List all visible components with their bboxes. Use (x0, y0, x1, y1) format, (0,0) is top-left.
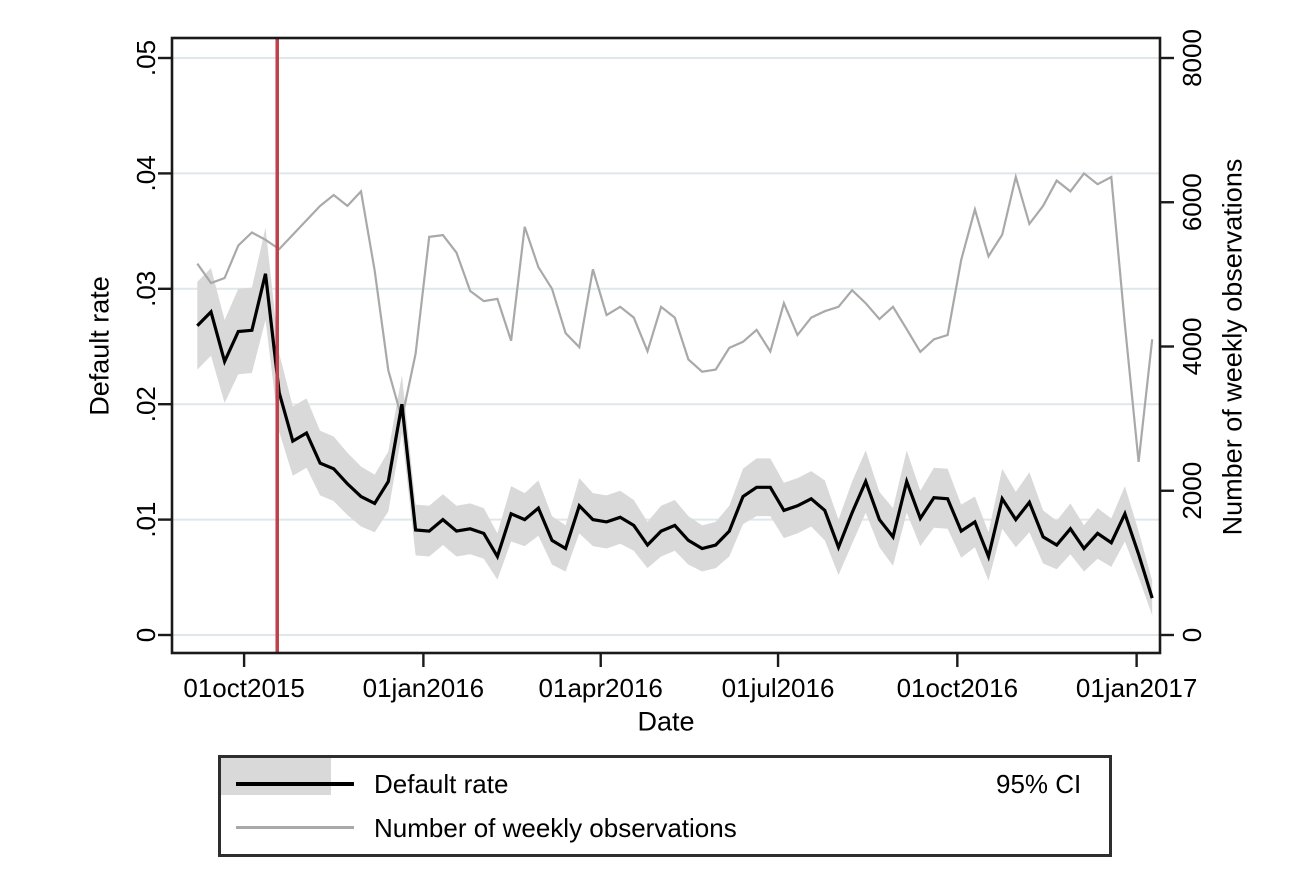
y-right-tick-label: 2000 (1177, 462, 1207, 520)
legend-label-ci: 95% CI (996, 769, 1082, 799)
plot-border (170, 36, 1162, 655)
observations-line (196, 171, 1154, 463)
x-tick-label: 01oct2016 (897, 673, 1018, 703)
default-rate-line (196, 273, 1154, 599)
x-tick-label: 01oct2015 (183, 673, 304, 703)
y-left-tick-label: .04 (131, 155, 161, 191)
legend-label-observations: Number of weekly observations (374, 813, 737, 843)
y-left-axis-title: Default rate (84, 276, 115, 416)
default-rate-line-swatch-icon (236, 782, 354, 786)
ci-band-swatch-icon (221, 758, 331, 795)
ci-band-area (197, 227, 1153, 616)
x-tick-label: 01jul2016 (722, 673, 835, 703)
legend: Default rate 95% CI Number of weekly obs… (218, 755, 1112, 857)
x-axis-title: Date (637, 706, 695, 737)
y-right-tick-label: 0 (1177, 628, 1207, 642)
x-tick-label: 01apr2016 (539, 673, 663, 703)
y-left-tick-label: 0 (131, 628, 161, 642)
y-left-tick-label: .01 (131, 502, 161, 538)
x-tick-label: 01jan2017 (1076, 673, 1197, 703)
y-right-tick-label: 6000 (1177, 173, 1207, 231)
y-right-tick-label: 4000 (1177, 318, 1207, 376)
observations-line-swatch-icon (236, 826, 354, 829)
y-left-tick-label: .02 (131, 386, 161, 422)
y-left-tick-label: .03 (131, 271, 161, 307)
y-right-axis-title: Number of weekly observations (1217, 158, 1248, 536)
x-tick-label: 01jan2016 (363, 673, 484, 703)
y-right-tick-label: 8000 (1177, 29, 1207, 87)
y-left-tick-label: .05 (131, 40, 161, 76)
legend-label-default-rate: Default rate (374, 769, 509, 799)
